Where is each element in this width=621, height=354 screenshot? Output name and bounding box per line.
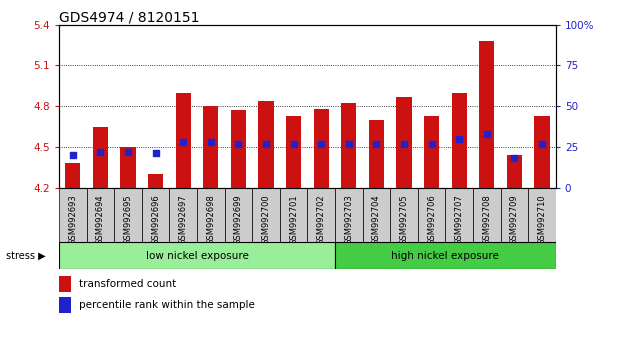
- Point: [206, 139, 215, 145]
- Bar: [203, 106, 219, 188]
- Bar: [286, 116, 301, 188]
- Text: GSM992695: GSM992695: [124, 194, 132, 245]
- Text: GSM992699: GSM992699: [234, 194, 243, 245]
- Point: [427, 141, 437, 147]
- Point: [537, 141, 547, 147]
- Text: low nickel exposure: low nickel exposure: [145, 251, 248, 261]
- Bar: [335, 188, 363, 242]
- Bar: [93, 126, 108, 188]
- Text: GSM992697: GSM992697: [179, 194, 188, 245]
- Text: GDS4974 / 8120151: GDS4974 / 8120151: [59, 11, 199, 25]
- Point: [233, 141, 243, 147]
- Text: GSM992710: GSM992710: [538, 194, 546, 245]
- Text: GSM992702: GSM992702: [317, 194, 325, 245]
- Point: [454, 136, 464, 142]
- Bar: [473, 188, 501, 242]
- Bar: [424, 116, 439, 188]
- Point: [344, 141, 354, 147]
- Text: GSM992696: GSM992696: [151, 194, 160, 245]
- Bar: [396, 97, 412, 188]
- Text: stress ▶: stress ▶: [6, 251, 46, 261]
- Bar: [59, 297, 71, 313]
- Text: high nickel exposure: high nickel exposure: [391, 251, 499, 261]
- Point: [68, 152, 78, 158]
- Text: GSM992700: GSM992700: [261, 194, 271, 245]
- Text: percentile rank within the sample: percentile rank within the sample: [79, 300, 255, 310]
- Bar: [225, 188, 252, 242]
- Text: GSM992698: GSM992698: [206, 194, 215, 245]
- Point: [289, 141, 299, 147]
- Text: GSM992705: GSM992705: [399, 194, 409, 245]
- Point: [151, 150, 161, 156]
- Point: [123, 149, 133, 155]
- Point: [482, 131, 492, 137]
- Bar: [258, 101, 274, 188]
- Bar: [528, 188, 556, 242]
- Text: GSM992704: GSM992704: [372, 194, 381, 245]
- Bar: [59, 242, 335, 269]
- Bar: [314, 109, 329, 188]
- Text: GSM992708: GSM992708: [483, 194, 491, 245]
- Text: GSM992703: GSM992703: [344, 194, 353, 245]
- Bar: [252, 188, 280, 242]
- Text: GSM992701: GSM992701: [289, 194, 298, 245]
- Bar: [369, 120, 384, 188]
- Text: GSM992693: GSM992693: [68, 194, 77, 245]
- Bar: [148, 174, 163, 188]
- Point: [178, 139, 188, 145]
- Point: [399, 141, 409, 147]
- Bar: [231, 110, 246, 188]
- Bar: [170, 188, 197, 242]
- Text: GSM992709: GSM992709: [510, 194, 519, 245]
- Bar: [445, 188, 473, 242]
- Point: [316, 141, 326, 147]
- Text: GSM992694: GSM992694: [96, 194, 105, 245]
- Bar: [59, 275, 71, 292]
- Bar: [507, 155, 522, 188]
- Bar: [65, 163, 80, 188]
- Bar: [114, 188, 142, 242]
- Bar: [341, 103, 356, 188]
- Point: [261, 141, 271, 147]
- Bar: [280, 188, 307, 242]
- Bar: [363, 188, 390, 242]
- Text: transformed count: transformed count: [79, 279, 176, 289]
- Point: [509, 155, 519, 161]
- Bar: [142, 188, 170, 242]
- Bar: [59, 188, 86, 242]
- Bar: [479, 41, 494, 188]
- Bar: [501, 188, 528, 242]
- Bar: [390, 188, 418, 242]
- Bar: [418, 188, 445, 242]
- Bar: [535, 116, 550, 188]
- Point: [96, 149, 106, 155]
- Bar: [335, 242, 556, 269]
- Bar: [86, 188, 114, 242]
- Point: [371, 141, 381, 147]
- Bar: [307, 188, 335, 242]
- Bar: [197, 188, 225, 242]
- Text: GSM992707: GSM992707: [455, 194, 464, 245]
- Text: GSM992706: GSM992706: [427, 194, 436, 245]
- Bar: [451, 93, 467, 188]
- Bar: [176, 93, 191, 188]
- Bar: [120, 147, 135, 188]
